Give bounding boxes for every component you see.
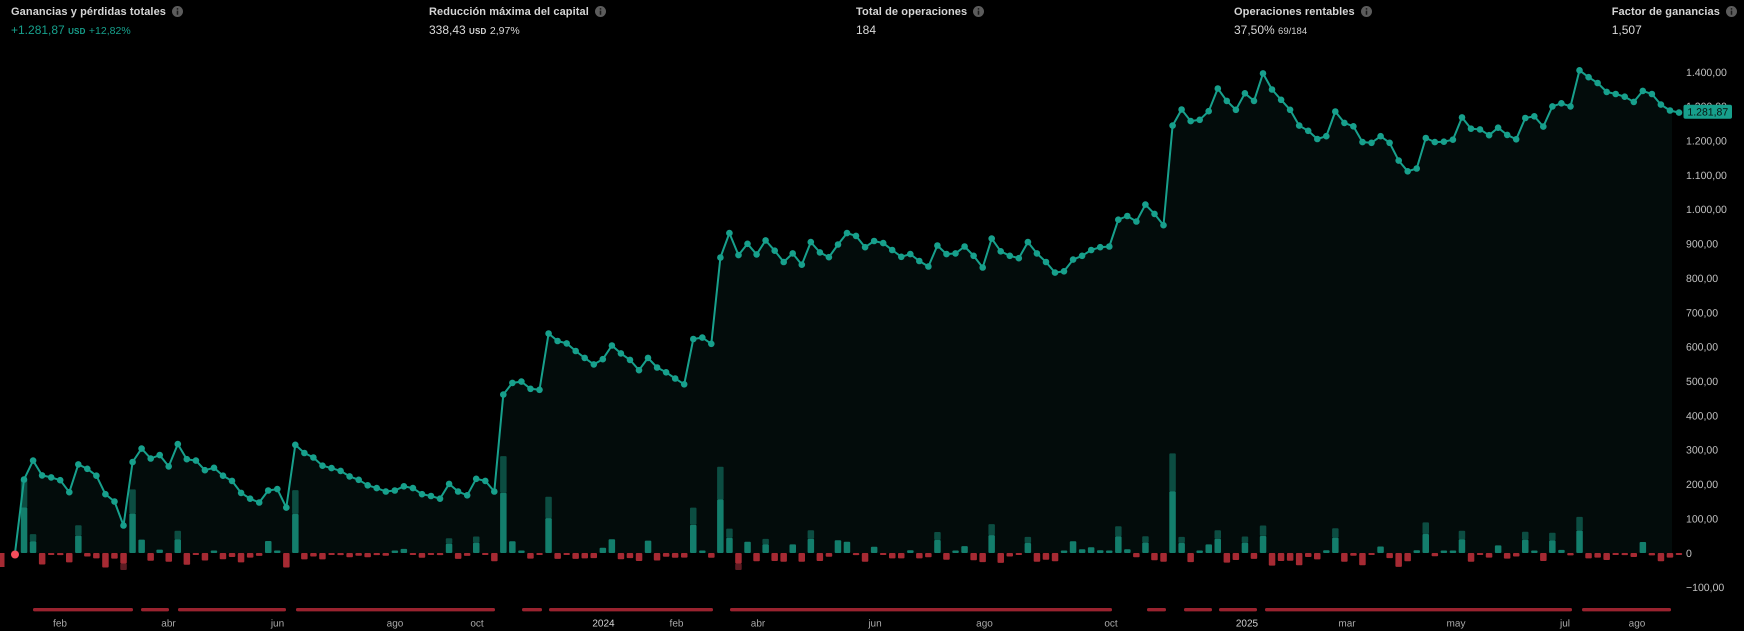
svg-text:ago: ago: [1629, 619, 1646, 630]
svg-text:ago: ago: [976, 619, 993, 630]
svg-text:600,00: 600,00: [1686, 342, 1718, 354]
svg-text:2025: 2025: [1236, 619, 1259, 630]
svg-text:jul: jul: [1559, 619, 1570, 630]
svg-text:1.100,00: 1.100,00: [1686, 170, 1727, 182]
svg-text:200,00: 200,00: [1686, 479, 1718, 491]
svg-text:300,00: 300,00: [1686, 445, 1718, 457]
svg-text:1.400,00: 1.400,00: [1686, 67, 1727, 79]
svg-text:0: 0: [1686, 548, 1692, 560]
svg-text:jun: jun: [270, 619, 284, 630]
svg-text:abr: abr: [161, 619, 176, 630]
svg-text:feb: feb: [670, 619, 684, 630]
svg-text:abr: abr: [751, 619, 766, 630]
svg-text:−100,00: −100,00: [1686, 582, 1724, 594]
svg-text:may: may: [1447, 619, 1466, 630]
svg-text:feb: feb: [53, 619, 67, 630]
svg-text:1.200,00: 1.200,00: [1686, 136, 1727, 148]
svg-text:100,00: 100,00: [1686, 513, 1718, 525]
svg-text:oct: oct: [470, 619, 484, 630]
svg-text:500,00: 500,00: [1686, 376, 1718, 388]
svg-text:2024: 2024: [592, 619, 615, 630]
svg-text:mar: mar: [1338, 619, 1356, 630]
svg-text:900,00: 900,00: [1686, 239, 1718, 251]
svg-text:ago: ago: [387, 619, 404, 630]
svg-text:oct: oct: [1104, 619, 1118, 630]
svg-text:1.281,87: 1.281,87: [1687, 107, 1728, 119]
svg-text:800,00: 800,00: [1686, 273, 1718, 285]
svg-text:jun: jun: [867, 619, 881, 630]
svg-text:1.000,00: 1.000,00: [1686, 204, 1727, 216]
svg-text:700,00: 700,00: [1686, 307, 1718, 319]
svg-text:400,00: 400,00: [1686, 410, 1718, 422]
